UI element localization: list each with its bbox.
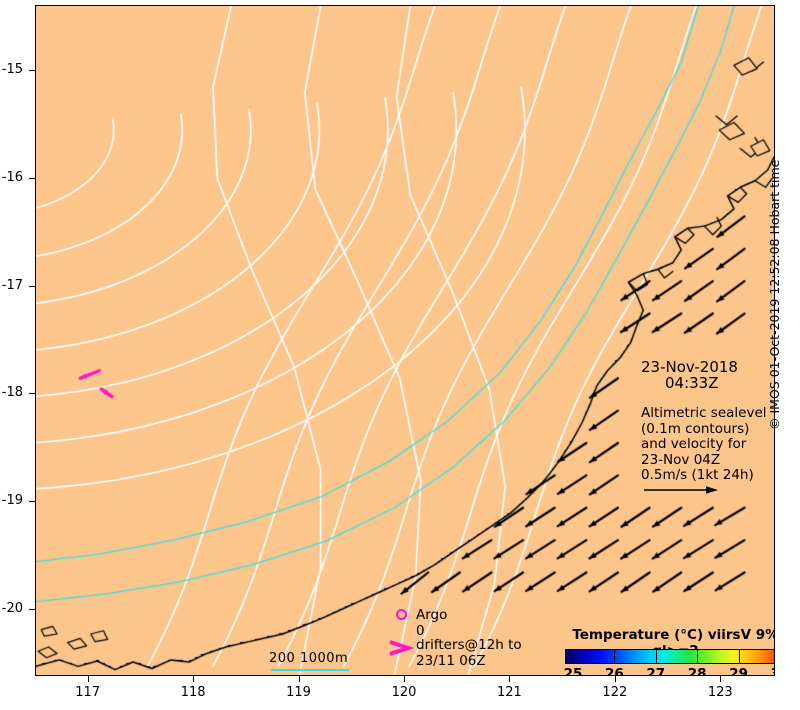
velocity-scale-arrow: [644, 486, 718, 494]
bathymetry-scale-label: 200 1000m: [269, 651, 349, 666]
bathymetry-scale-line: [271, 669, 349, 671]
map-overlay-layer: [36, 6, 774, 675]
x-axis-label: 123: [707, 685, 733, 700]
y-axis-tick: [29, 393, 35, 395]
colorbar-tick-label: 26: [604, 666, 624, 676]
y-axis-tick: [29, 609, 35, 611]
colorbar-tick-label: 27: [646, 666, 666, 676]
date-stamp: 23-Nov-2018: [641, 358, 738, 376]
colorbar-tick: [614, 649, 616, 664]
y-axis-label: -20: [1, 601, 23, 617]
drifter-legend: drifters@12h to 23/11 06Z: [388, 637, 522, 669]
drifter-legend-label: drifters@12h to 23/11 06Z: [416, 637, 522, 669]
x-axis-label: 120: [391, 685, 417, 700]
x-axis-tick: [298, 676, 300, 682]
y-axis-label: -15: [1, 61, 23, 77]
copyright-notice: © IMOS 01-Oct-2019 12:52:08 Hobart time: [767, 159, 782, 430]
colorbar-gradient: [565, 649, 774, 664]
time-stamp: 04:33Z: [665, 374, 719, 392]
y-axis-tick: [29, 285, 35, 287]
y-axis-label: -19: [1, 493, 23, 509]
drifter-arrow-icon: [389, 640, 415, 656]
y-axis-label: -18: [1, 385, 23, 401]
x-axis-label: 119: [286, 685, 311, 700]
y-axis-label: -17: [1, 277, 23, 293]
y-axis-tick: [29, 69, 35, 71]
colorbar-tick: [697, 649, 699, 664]
y-axis-tick: [29, 177, 35, 179]
x-axis-label: 121: [497, 685, 522, 700]
altimetry-description: Altimetric sealevel (0.1m contours) and …: [641, 405, 767, 483]
colorbar-tick-label: 29: [729, 666, 748, 676]
colorbar-tick-label: 30: [765, 666, 774, 675]
colorbar-tick-label: 28: [687, 666, 707, 676]
x-axis-tick: [404, 676, 405, 682]
x-axis-tick: [193, 676, 195, 682]
colorbar-tick: [738, 649, 740, 664]
colorbar-tick: [573, 649, 574, 664]
x-axis-tick: [87, 676, 89, 682]
x-axis-label: 122: [602, 685, 628, 700]
colorbar-tick-label: 25: [563, 666, 583, 676]
y-axis-label: -16: [1, 169, 23, 185]
x-axis-tick: [614, 676, 616, 682]
x-axis-label: 118: [180, 685, 206, 700]
map-plot-area[interactable]: 23-Nov-2018 04:33Z Altimetric sealevel (…: [35, 5, 775, 676]
x-axis-tick: [509, 676, 511, 682]
argo-legend-label: Argo 0: [416, 607, 448, 639]
x-axis-tick: [720, 676, 722, 682]
y-axis-tick: [29, 501, 35, 503]
x-axis-label: 117: [75, 685, 101, 700]
argo-marker-icon: [396, 609, 407, 620]
colorbar-tick: [655, 649, 657, 664]
